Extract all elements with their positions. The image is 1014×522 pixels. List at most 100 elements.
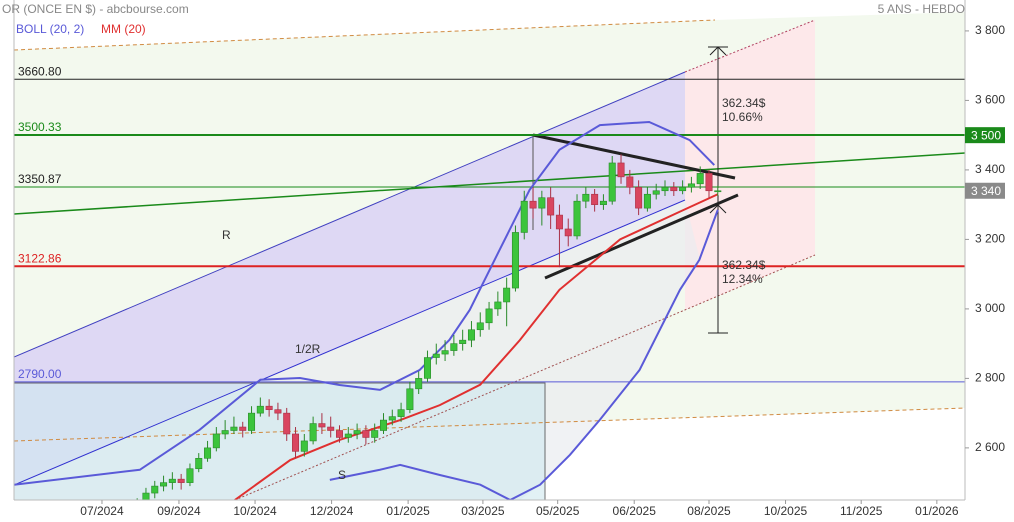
trend-line	[14, 71, 686, 358]
candle-body	[432, 353, 440, 358]
y-tick-label: 3 200	[975, 232, 1005, 246]
candle-body	[379, 419, 387, 431]
x-tick-label: 12/2024	[310, 504, 354, 518]
candle-body	[327, 426, 335, 431]
candle-body	[283, 412, 291, 435]
drawings	[14, 12, 965, 500]
trend-line	[14, 152, 965, 215]
candle-body	[406, 388, 414, 410]
candle-body	[353, 430, 361, 435]
candle-body	[459, 339, 467, 344]
y-tick-label: 3 600	[975, 93, 1005, 107]
candle-body	[195, 458, 203, 470]
candle-body	[687, 183, 695, 188]
candle-body	[652, 190, 660, 195]
candle-body	[142, 492, 150, 500]
candle-body	[212, 433, 220, 449]
annotation: R	[222, 228, 231, 242]
chart-title: OR (ONCE EN $) - abcbourse.com	[2, 2, 189, 16]
candle-body	[643, 193, 651, 209]
channel-line	[14, 19, 716, 51]
candle-body	[371, 430, 379, 438]
price-badge	[965, 182, 1005, 199]
candle-body	[300, 440, 308, 452]
price-badge-label: 3 500	[971, 128, 1001, 142]
x-tick-label: 08/2025	[687, 504, 731, 518]
y-tick-label: 3 800	[975, 23, 1005, 37]
annotation: 1/2R	[295, 342, 321, 356]
x-tick-label: 07/2024	[80, 504, 124, 518]
annotation: 12.34%	[722, 272, 763, 286]
candle-body	[336, 430, 344, 438]
candle-body	[177, 478, 185, 483]
measure-arrow	[709, 46, 727, 56]
candle-body	[362, 430, 370, 438]
annotation: S	[338, 468, 346, 482]
measure-arrow	[709, 204, 727, 214]
level-label: 3350.87	[18, 172, 62, 186]
candle-body	[230, 426, 238, 431]
x-tick-label: 06/2025	[613, 504, 657, 518]
channel-line	[14, 407, 965, 442]
trend-line	[684, 19, 816, 73]
support-box	[14, 382, 546, 500]
x-tick-label: 10/2024	[233, 504, 277, 518]
candle-body	[441, 350, 449, 355]
legend-entry: BOLL (20, 2)	[16, 22, 84, 36]
bollinger-band	[329, 209, 719, 500]
candle-body	[309, 423, 317, 442]
candles	[125, 154, 722, 517]
candle-body	[626, 176, 634, 188]
trend-line	[14, 199, 686, 486]
x-tick-label: 03/2025	[461, 504, 505, 518]
level-label: 3500.33	[18, 120, 62, 134]
candle-body	[256, 405, 264, 414]
candle-body	[168, 478, 176, 483]
annotation: 362.34$	[722, 96, 766, 110]
candle-body	[388, 416, 396, 421]
candle-body	[450, 343, 458, 351]
level-label: 3122.86	[18, 251, 62, 265]
candle-body	[415, 378, 423, 390]
candle-body	[494, 301, 502, 310]
y-tick-label: 3 000	[975, 301, 1005, 315]
candle-body	[485, 308, 493, 324]
candle-body	[696, 173, 704, 185]
candle-body	[591, 193, 599, 205]
candle-body	[538, 197, 546, 209]
candle-body	[503, 287, 511, 303]
candle-body	[248, 412, 256, 431]
candle-body	[520, 200, 528, 233]
candle-body	[423, 357, 431, 379]
candle-body	[555, 214, 563, 230]
moving-average	[234, 193, 719, 500]
x-tick-label: 09/2024	[157, 504, 201, 518]
y-tick-label: 2 800	[975, 371, 1005, 385]
candle-body	[151, 485, 159, 494]
x-tick-label: 11/2025	[840, 504, 883, 518]
candle-body	[274, 409, 282, 414]
y-tick-label: 2 600	[975, 440, 1005, 454]
level-label: 3660.80	[18, 64, 62, 78]
candle-body	[125, 510, 131, 517]
legend-entry: MM (20)	[101, 22, 146, 36]
candle-body	[705, 173, 713, 192]
candle-body	[529, 200, 537, 209]
chart-subtitle: 5 ANS - HEBDO	[878, 2, 965, 16]
candle-body	[476, 322, 484, 331]
candle-body	[714, 190, 722, 193]
candle-body	[204, 447, 212, 459]
candle-body	[564, 228, 572, 237]
price-badge-label: 3 340	[971, 184, 1001, 198]
candle-body	[617, 162, 625, 178]
x-tick-label: 01/2026	[915, 504, 959, 518]
candle-body	[318, 423, 326, 428]
annotation: 10.66%	[722, 110, 763, 124]
candle-body	[265, 405, 273, 410]
price-badge	[965, 127, 1005, 144]
candle-body	[547, 197, 555, 216]
x-tick-label: 05/2025	[536, 504, 580, 518]
triangle-line	[532, 133, 736, 180]
candle-body	[239, 426, 247, 431]
